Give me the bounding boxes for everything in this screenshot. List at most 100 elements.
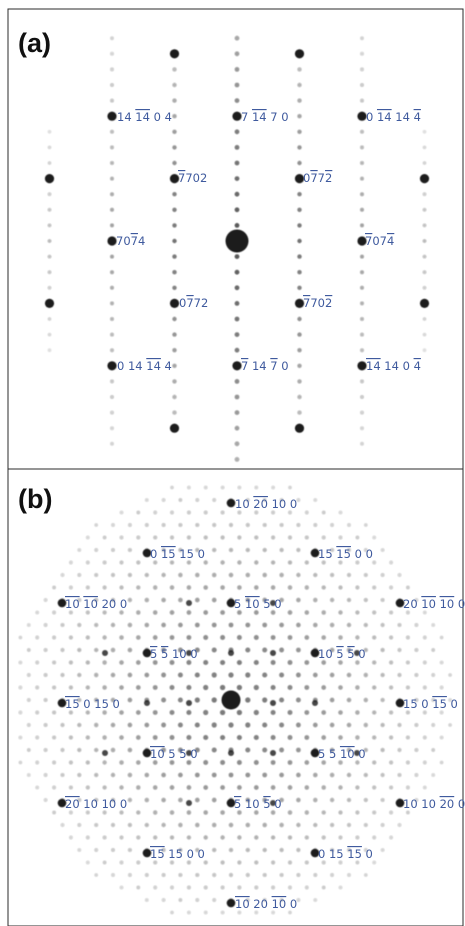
reflection-spot xyxy=(172,285,177,290)
reflection-spot xyxy=(237,585,242,590)
reflection-spot xyxy=(110,410,114,415)
reflection-spot xyxy=(329,822,335,828)
reflection-spot xyxy=(297,285,302,290)
reflection-spot xyxy=(329,672,335,678)
reflection-spot xyxy=(270,800,276,806)
reflection-spot xyxy=(186,910,191,915)
reflection-spot xyxy=(338,660,343,665)
reflection-spot xyxy=(169,760,175,765)
reflection-spot xyxy=(186,650,192,656)
reflection-spot xyxy=(346,572,352,578)
reflection-spot xyxy=(279,622,284,628)
reflection-spot xyxy=(161,498,166,502)
index-text: 7 xyxy=(241,110,252,124)
reflection-spot xyxy=(212,898,217,902)
reflection-spot xyxy=(288,510,292,515)
reflection-spot xyxy=(405,710,410,715)
reflection-spot xyxy=(68,785,73,790)
overlined-index: 7 xyxy=(186,296,193,310)
reflection-spot xyxy=(360,207,364,212)
reflection-spot xyxy=(110,176,114,181)
reflection-spot xyxy=(254,835,259,840)
reflection-spot xyxy=(152,710,158,715)
reflection-spot xyxy=(110,98,114,103)
reflection-spot xyxy=(52,660,57,665)
reflection-spot xyxy=(110,223,114,228)
reflection-spot xyxy=(414,773,419,777)
reflection-spot xyxy=(338,810,343,815)
reflection-spot xyxy=(178,547,183,553)
reflection-spot xyxy=(68,710,74,715)
index-text: 0 xyxy=(366,110,377,124)
index-label: 20 10 10 0 xyxy=(65,797,127,811)
reflection-spot xyxy=(203,709,209,716)
reflection-spot xyxy=(279,797,284,803)
reflection-spot xyxy=(135,660,141,665)
reflection-spot xyxy=(119,810,124,815)
reflection-spot xyxy=(119,760,124,765)
reflection-spot xyxy=(270,810,276,815)
reflection-spot xyxy=(338,585,343,590)
reflection-spot xyxy=(203,785,209,790)
reflection-spot xyxy=(169,49,180,59)
reflection-spot xyxy=(329,697,335,703)
reflection-spot xyxy=(357,361,367,371)
reflection-spot xyxy=(35,610,40,615)
reflection-spot xyxy=(321,560,326,565)
reflection-spot xyxy=(405,685,410,690)
reflection-spot xyxy=(380,573,385,577)
reflection-spot xyxy=(169,785,175,790)
reflection-spot xyxy=(220,535,225,540)
reflection-spot xyxy=(220,885,225,890)
reflection-spot xyxy=(203,760,209,765)
index-text: 20 xyxy=(250,897,272,911)
reflection-spot xyxy=(439,660,444,665)
index-text: 0 xyxy=(278,359,289,373)
reflection-spot xyxy=(271,910,276,915)
reflection-spot xyxy=(85,635,90,640)
overlined-index: 15 xyxy=(432,697,447,711)
reflection-spot xyxy=(186,610,192,615)
reflection-spot xyxy=(360,426,364,431)
reflection-spot xyxy=(60,622,65,628)
reflection-spot xyxy=(372,860,377,865)
reflection-spot xyxy=(57,598,67,608)
reflection-spot xyxy=(346,797,352,803)
reflection-spot xyxy=(102,535,107,540)
reflection-spot xyxy=(346,747,352,753)
reflection-spot xyxy=(94,548,99,552)
reflection-spot xyxy=(262,772,268,778)
reflection-spot xyxy=(172,363,177,368)
reflection-spot xyxy=(135,685,141,690)
reflection-spot xyxy=(152,610,158,615)
reflection-spot xyxy=(330,547,335,553)
reflection-spot xyxy=(262,872,267,878)
reflection-spot xyxy=(110,697,116,703)
reflection-spot xyxy=(287,735,293,740)
reflection-spot xyxy=(414,623,419,627)
reflection-spot xyxy=(414,647,419,653)
reflection-spot xyxy=(448,673,453,677)
reflection-spot xyxy=(102,685,107,690)
reflection-spot xyxy=(110,285,114,290)
reflection-spot xyxy=(228,750,234,756)
index-text: 0 xyxy=(355,647,366,661)
reflection-spot xyxy=(169,635,175,640)
reflection-spot xyxy=(380,697,385,703)
reflection-spot xyxy=(144,523,149,527)
reflection-spot xyxy=(431,748,436,752)
reflection-spot xyxy=(60,573,65,577)
index-text: 7 0 xyxy=(267,110,289,124)
reflection-spot xyxy=(172,114,177,119)
reflection-spot xyxy=(85,585,90,590)
reflection-spot xyxy=(297,379,302,384)
reflection-spot xyxy=(338,610,343,615)
reflection-spot xyxy=(161,722,167,728)
reflection-spot xyxy=(296,797,301,803)
reflection-spot xyxy=(212,547,217,553)
reflection-spot xyxy=(161,822,166,828)
reflection-spot xyxy=(68,610,73,615)
reflection-spot xyxy=(220,659,226,666)
reflection-spot xyxy=(220,635,226,640)
reflection-spot xyxy=(245,797,251,803)
